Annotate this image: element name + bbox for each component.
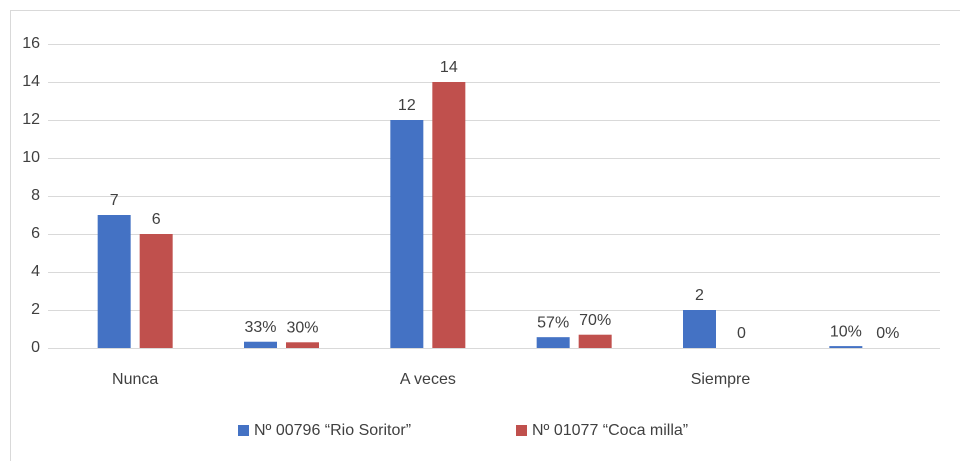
y-tick-label: 8 <box>31 187 40 204</box>
bar <box>536 337 570 348</box>
data-label: 10% <box>830 323 862 340</box>
y-tick-label: 16 <box>22 35 40 52</box>
bar <box>286 342 319 348</box>
y-tick-label: 12 <box>22 111 40 128</box>
y-tick-label: 10 <box>22 149 40 166</box>
bar <box>390 120 424 348</box>
chart-border <box>10 10 960 461</box>
legend-swatch <box>238 425 249 436</box>
y-tick-label: 6 <box>31 225 40 242</box>
data-label: 0 <box>737 325 746 342</box>
data-label: 57% <box>537 314 569 331</box>
bar <box>139 234 173 348</box>
bar <box>244 341 277 348</box>
data-label: 12 <box>398 97 416 114</box>
y-tick-label: 2 <box>31 301 40 318</box>
y-tick-label: 0 <box>31 339 40 356</box>
bar <box>432 82 466 348</box>
data-label: 7 <box>110 192 119 209</box>
legend-swatch <box>516 425 527 436</box>
bar <box>97 215 131 348</box>
data-label: 6 <box>152 211 161 228</box>
data-label: 2 <box>695 287 704 304</box>
data-label: 0% <box>876 325 899 342</box>
bar <box>683 310 716 348</box>
legend-label: Nº 00796 “Rio Soritor” <box>254 422 411 439</box>
data-label: 70% <box>579 312 611 329</box>
y-tick-label: 14 <box>22 73 40 90</box>
y-tick-label: 4 <box>31 263 40 280</box>
bar <box>829 346 863 348</box>
data-label: 14 <box>440 59 458 76</box>
bar <box>578 334 612 348</box>
data-label: 30% <box>286 320 318 337</box>
x-tick-label: Siempre <box>691 371 751 388</box>
legend-label: Nº 01077 “Coca milla” <box>532 422 688 439</box>
data-label: 33% <box>244 319 276 336</box>
x-tick-label: Nunca <box>112 371 158 388</box>
x-tick-label: A veces <box>400 371 456 388</box>
